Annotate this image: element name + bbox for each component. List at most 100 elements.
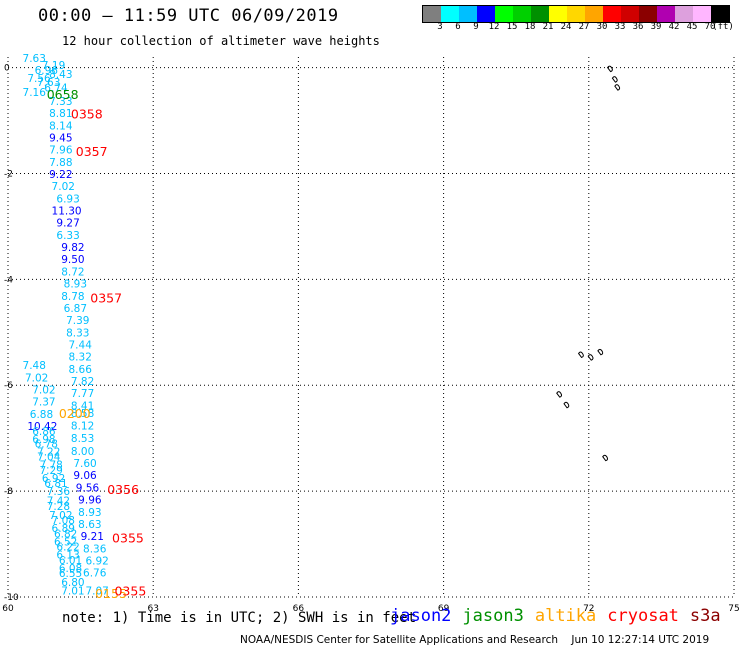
- wave-height-value: 6.81: [44, 478, 67, 490]
- wave-height-value: 9.50: [61, 254, 84, 266]
- legend-jason2: jason2: [390, 606, 452, 626]
- island-outline: [606, 65, 613, 73]
- wave-height-value: 6.01: [59, 555, 82, 567]
- wave-height-value: 8.81: [49, 108, 72, 120]
- color-scale-label: 21: [542, 22, 554, 32]
- wave-height-value: 8.66: [69, 364, 93, 376]
- color-swatch: [477, 6, 495, 22]
- wave-height-value: 7.02: [49, 510, 72, 522]
- wave-height-value: 7.28: [47, 501, 70, 513]
- wave-height-value: 6.98: [32, 434, 55, 446]
- footnote: note: 1) Time is in UTC; 2) SWH is in fe…: [62, 610, 417, 626]
- color-swatch: [639, 6, 657, 22]
- color-swatch: [657, 6, 675, 22]
- pass-time-label: 0200: [59, 406, 91, 421]
- pass-time-label: 0355: [114, 584, 146, 599]
- wave-height-value: 7.29: [39, 465, 62, 477]
- pass-time-label: 0658: [47, 87, 79, 102]
- satellite-legend: jason2 jason3 altika cryosat s3a: [390, 606, 732, 626]
- credit-organization: NOAA/NESDIS Center for Satellite Applica…: [240, 634, 558, 646]
- color-swatch: [441, 6, 459, 22]
- y-tick-label: -10: [4, 593, 19, 603]
- y-tick-label: -6: [4, 381, 13, 391]
- x-tick-label: 69: [438, 604, 450, 614]
- color-scale-label: 70: [704, 22, 716, 32]
- wave-height-value: 7.07: [85, 586, 108, 598]
- wave-height-value: 6.55: [59, 568, 82, 580]
- color-scale-bar: [422, 5, 730, 23]
- lat-lon-grid: [7, 57, 735, 598]
- color-swatch: [531, 6, 549, 22]
- wave-height-value: 6.89: [52, 523, 75, 535]
- island-outline: [577, 351, 584, 359]
- wave-height-value: 7.08: [52, 515, 75, 527]
- wave-height-value: 8.41: [71, 400, 94, 412]
- wave-height-value: 8.58: [71, 408, 94, 420]
- wave-height-value: 9.82: [61, 242, 84, 254]
- wave-height-value: 6.82: [54, 528, 77, 540]
- wave-height-value: 9.56: [76, 482, 100, 494]
- color-scale-label: 42: [668, 22, 680, 32]
- wave-height-value: 7.39: [66, 315, 89, 327]
- island-outline: [602, 454, 609, 462]
- wave-height-value: 8.93: [64, 279, 87, 291]
- wave-height-value: 8.12: [71, 420, 94, 432]
- color-scale-label: (ft): [712, 22, 734, 32]
- credit-timestamp: Jun 10 12:27:14 UTC 2019: [571, 634, 710, 646]
- wave-height-value: 11.30: [52, 206, 82, 218]
- color-scale-label: 15: [506, 22, 518, 32]
- legend-jason3: jason3: [462, 606, 524, 626]
- wave-height-value: 8.00: [71, 446, 94, 458]
- x-tick-label: 66: [293, 604, 305, 614]
- wave-height-value: 7.60: [73, 458, 96, 470]
- island-outline: [563, 401, 570, 409]
- color-scale-label: 30: [596, 22, 608, 32]
- pass-time-label: 0358: [71, 107, 103, 122]
- wave-height-value: 7.36: [47, 486, 71, 498]
- color-scale-label: 27: [578, 22, 590, 32]
- wave-height-value: 8.72: [61, 266, 84, 278]
- y-tick-label: 0: [4, 64, 10, 74]
- color-swatch: [693, 6, 711, 22]
- island-outline: [587, 354, 594, 361]
- wave-height-value: 6.33: [56, 230, 79, 242]
- wave-height-observations: 7.637.196.968.437.567.637.166.747.338.81…: [23, 53, 109, 598]
- wave-height-value: 6.78: [35, 438, 58, 450]
- color-swatch: [513, 6, 531, 22]
- color-scale-label: 6: [455, 22, 461, 32]
- wave-height-value: 7.56: [27, 73, 51, 85]
- color-swatch: [423, 6, 441, 22]
- wave-height-value: 7.77: [71, 388, 94, 400]
- page-subtitle: 12 hour collection of altimeter wave hei…: [62, 34, 380, 48]
- wave-height-value: 8.33: [66, 327, 89, 339]
- wave-height-value: 7.02: [52, 181, 75, 193]
- x-tick-label: 63: [147, 604, 158, 614]
- page-title: 00:00 – 11:59 UTC 06/09/2019: [38, 6, 339, 26]
- wave-height-value: 6.93: [56, 193, 79, 205]
- wave-height-value: 7.88: [49, 157, 72, 169]
- wave-height-value: 6.76: [83, 568, 107, 580]
- x-tick-label: 72: [583, 604, 594, 614]
- legend-s3a: s3a: [689, 606, 721, 626]
- wave-height-value: 8.36: [83, 543, 107, 555]
- wave-height-value: 7.01: [61, 586, 84, 598]
- wave-height-value: 6.80: [61, 577, 84, 589]
- color-swatch: [711, 6, 729, 22]
- wave-height-value: 7.78: [39, 460, 62, 472]
- color-swatch: [567, 6, 585, 22]
- pass-time-label: 0155: [95, 586, 127, 601]
- color-scale-label: 24: [560, 22, 572, 32]
- wave-height-value: 7.63: [37, 77, 60, 89]
- wave-height-value: 7.63: [23, 53, 46, 65]
- island-outline: [614, 84, 621, 91]
- wave-height-value: 9.27: [56, 218, 79, 230]
- wave-height-value: 6.88: [30, 409, 53, 421]
- y-tick-label: -8: [4, 487, 13, 497]
- color-scale-label: 33: [614, 22, 626, 32]
- wave-height-value: 7.16: [23, 87, 47, 99]
- color-scale-label: 39: [650, 22, 662, 32]
- wave-height-value: 7.96: [49, 145, 73, 157]
- wave-height-value: 8.78: [61, 291, 84, 303]
